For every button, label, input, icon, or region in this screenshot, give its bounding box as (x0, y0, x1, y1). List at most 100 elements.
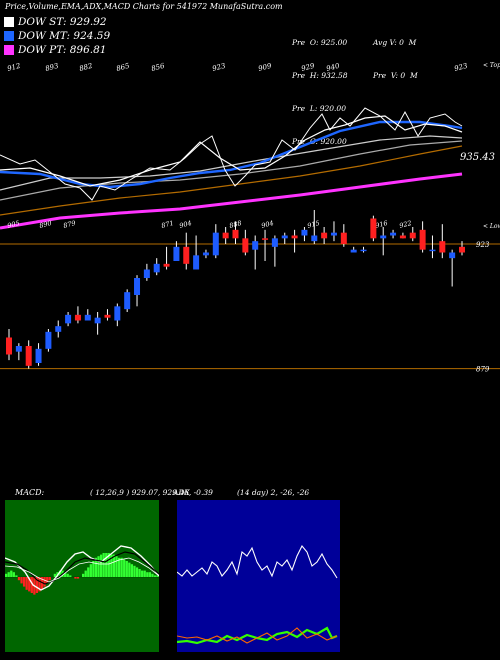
macd-histogram-bar (43, 577, 46, 587)
candle-body (291, 235, 298, 239)
macd-histogram-bar (130, 564, 134, 577)
legend-mt-label: DOW MT: 924.59 (18, 30, 111, 42)
ema-st-line (0, 115, 463, 187)
macd-histogram-bar (17, 577, 21, 581)
ohlc-high: Pre H: 932.58 (292, 71, 348, 80)
candle-body (271, 238, 278, 247)
macd-histogram-bar (76, 577, 80, 579)
macd-histogram-bar (133, 565, 136, 577)
candle-body (281, 235, 288, 239)
macd-histogram-bar (5, 573, 8, 577)
macd-histogram-bar (99, 554, 103, 577)
candle-body (55, 326, 62, 332)
candle-body (193, 255, 200, 270)
candle-body (65, 314, 72, 324)
bottom-tick-label: 916 (374, 219, 388, 230)
macd-histogram-bar (84, 570, 87, 577)
candle-body (6, 337, 12, 355)
candle-body (25, 346, 32, 366)
candle-body (74, 314, 81, 321)
top-tick-label: 923 (453, 62, 469, 73)
ema-mt-line (0, 120, 463, 189)
macd-histogram-bar (110, 554, 113, 577)
candle-body (15, 346, 22, 352)
macd-histogram-bar (64, 572, 67, 577)
macd-params: ( 12,26,9 ) 929.07, 929.46, -0.39 (90, 488, 213, 497)
macd-histogram-bar (128, 562, 131, 577)
candle-body (419, 229, 426, 250)
candle-body (350, 249, 357, 253)
bottom-tick-label: 904 (178, 219, 192, 230)
candle-body (173, 246, 180, 261)
candle-body (311, 235, 318, 242)
macd-label: MACD: (15, 488, 45, 497)
legend-pt: DOW PT: 896.81 (4, 44, 106, 56)
candle-body (301, 229, 308, 236)
macd-histogram-bar (7, 572, 10, 577)
macd-histogram-bar (92, 561, 95, 577)
macd-histogram-bar (117, 557, 121, 577)
legend-pt-swatch (4, 45, 14, 55)
macd-histogram-bar (53, 573, 57, 577)
candle-body (183, 246, 190, 264)
legend-pt-label: DOW PT: 896.81 (18, 44, 107, 56)
candle-body (222, 232, 229, 239)
candle-body (104, 314, 111, 318)
legend-st: DOW ST: 929.92 (4, 16, 107, 28)
macd-histogram-bar (107, 553, 110, 577)
ohlc-volume: Avg V: 0 M Pre V: 0 M (373, 15, 418, 103)
bottom-tick-label: 905 (6, 219, 20, 230)
adx-minus-di-line (177, 627, 338, 644)
legend-mt-swatch (4, 31, 14, 41)
orange-guide-line (0, 145, 463, 216)
macd-histogram-bar (97, 556, 100, 577)
macd-line (5, 545, 159, 591)
adx-panel (177, 500, 340, 652)
macd-histogram-bar (38, 577, 41, 592)
top-tick-label: 940 (325, 62, 341, 73)
bottom-tick-label: 915 (306, 219, 320, 230)
ema-grey-line (0, 135, 463, 191)
macd-histogram-bar (153, 575, 157, 577)
macd-secondary-line (5, 557, 159, 583)
bottom-tick-label: 890 (38, 219, 52, 230)
lows-marker-label: < Lows (483, 223, 500, 230)
macd-histogram-bar (20, 577, 23, 584)
candle-body (143, 269, 150, 278)
tops-marker-label: < Tops (483, 62, 500, 69)
macd-histogram-bar (66, 573, 69, 577)
macd-histogram-bar (89, 564, 92, 577)
candle-body (212, 232, 219, 256)
candle-body (439, 241, 446, 253)
pre-volume: Pre V: 0 M (373, 71, 418, 80)
candle-body (449, 252, 456, 259)
macd-histogram-bar (28, 577, 31, 592)
candle-body (370, 218, 377, 239)
candle-body (429, 249, 436, 252)
candle-body (330, 232, 337, 236)
macd-histogram-bar (141, 570, 144, 577)
candle-body (45, 331, 52, 349)
macd-histogram-bar (102, 553, 105, 577)
bottom-tick-label: 922 (398, 219, 412, 230)
candle-body (84, 314, 91, 321)
macd-histogram-bar (112, 554, 116, 577)
bottom-tick-label: 879 (62, 219, 76, 230)
candle-body (242, 238, 249, 253)
macd-histogram-bar (30, 577, 33, 593)
macd-panel (5, 500, 159, 652)
adx-params: (14 day) 2, -26, -26 (237, 488, 310, 497)
macd-histogram-bar (40, 577, 44, 590)
bottom-tick-label: 904 (260, 219, 274, 230)
macd-histogram-bar (151, 573, 154, 577)
top-tick-label: 909 (257, 62, 273, 73)
macd-histogram-bar (46, 577, 49, 584)
macd-histogram-bar (94, 557, 98, 577)
candle-body (114, 306, 121, 321)
legend-st-label: DOW ST: 929.92 (18, 16, 107, 28)
macd-histogram-bar (148, 572, 151, 577)
adx-background (177, 500, 340, 652)
candle-body (202, 252, 209, 256)
avg-volume: Avg V: 0 M (373, 38, 417, 47)
